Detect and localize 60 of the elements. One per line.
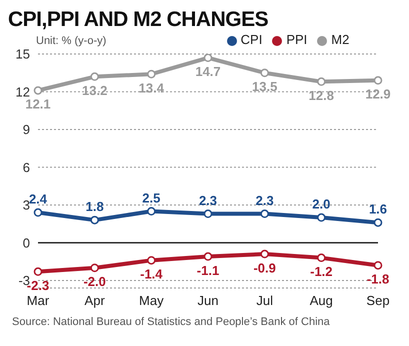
x-tick-label: Sep bbox=[366, 293, 390, 308]
point bbox=[204, 54, 212, 62]
y-tick-label: 0 bbox=[22, 235, 30, 250]
x-tick-label: Jul bbox=[256, 293, 274, 308]
data-label: 12.8 bbox=[308, 88, 334, 103]
legend-label: CPI bbox=[240, 32, 262, 47]
legend-label: PPI bbox=[286, 32, 308, 47]
x-tick-label: Jun bbox=[198, 293, 218, 308]
point bbox=[147, 70, 156, 78]
point bbox=[374, 76, 382, 85]
point bbox=[90, 216, 99, 224]
data-label: 12.1 bbox=[25, 96, 51, 112]
data-label: -0.9 bbox=[253, 260, 276, 276]
point bbox=[317, 213, 326, 222]
point bbox=[147, 207, 156, 216]
point bbox=[34, 267, 42, 276]
data-label: 2.3 bbox=[256, 192, 274, 208]
point bbox=[204, 210, 212, 218]
point bbox=[317, 77, 326, 86]
point bbox=[260, 68, 269, 78]
data-label: 13.2 bbox=[82, 82, 108, 98]
point bbox=[90, 264, 99, 272]
point bbox=[374, 261, 382, 270]
data-label: 1.8 bbox=[86, 199, 104, 214]
data-label: -1.2 bbox=[310, 264, 333, 280]
data-label: 2.3 bbox=[198, 192, 218, 208]
data-label: -1.8 bbox=[366, 272, 390, 287]
y-tick-label: 3 bbox=[22, 198, 30, 213]
y-tick-label: 12 bbox=[16, 84, 30, 100]
x-tick-label: Mar bbox=[26, 293, 50, 308]
data-label: 2.4 bbox=[28, 192, 48, 207]
point bbox=[90, 72, 99, 81]
data-label: 12.9 bbox=[365, 86, 391, 102]
data-label: 1.6 bbox=[368, 202, 388, 217]
x-tick-label: May bbox=[139, 293, 164, 308]
point bbox=[317, 254, 326, 262]
data-label: 13.4 bbox=[138, 80, 165, 96]
data-label: -1.1 bbox=[196, 262, 220, 278]
point bbox=[204, 252, 212, 261]
data-label: 2.0 bbox=[312, 196, 330, 212]
source-note: Source: National Bureau of Statistics and People’s Bank of China bbox=[12, 316, 330, 328]
point bbox=[374, 218, 382, 227]
point bbox=[34, 208, 42, 217]
x-tick-label: Aug bbox=[310, 293, 333, 308]
data-label: -2.0 bbox=[83, 274, 106, 290]
data-label: 2.5 bbox=[142, 190, 160, 206]
y-tick-label: 6 bbox=[22, 160, 30, 175]
x-tick-label: Apr bbox=[84, 293, 106, 308]
chart-title: CPI,PPI AND M2 CHANGES bbox=[8, 8, 270, 32]
point bbox=[34, 86, 42, 95]
data-label: 13.5 bbox=[252, 79, 278, 94]
y-tick-label: 9 bbox=[22, 122, 30, 138]
data-label: -1.4 bbox=[140, 266, 164, 282]
data-label: 14.7 bbox=[195, 64, 221, 80]
y-axis-title: Unit: % (y-o-y) bbox=[36, 35, 106, 47]
y-tick-label: 15 bbox=[16, 46, 30, 62]
point bbox=[147, 256, 156, 265]
point bbox=[260, 250, 269, 258]
point bbox=[260, 210, 269, 218]
legend-label: M2 bbox=[331, 32, 350, 47]
